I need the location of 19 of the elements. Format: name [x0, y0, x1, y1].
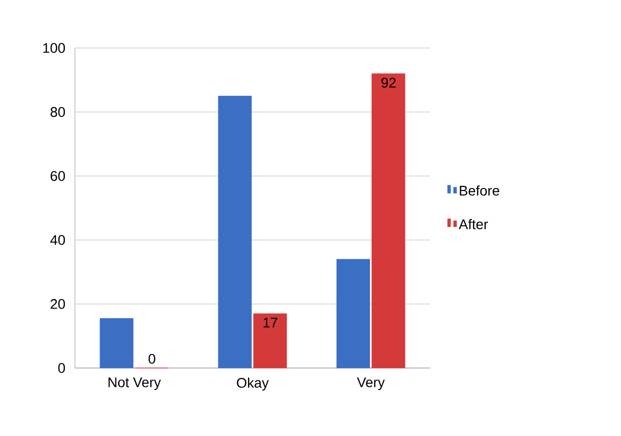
y-tick-label: 40	[50, 235, 65, 245]
data-label: 17	[264, 318, 278, 328]
x-tick-label: Okay	[236, 378, 269, 391]
legend-label: Before	[460, 185, 500, 196]
y-tick-label: 80	[50, 107, 65, 117]
bar	[336, 259, 370, 368]
legend-label: After	[458, 218, 488, 230]
data-label: 92	[381, 78, 396, 88]
bar	[372, 73, 406, 368]
y-tick-label: 100	[43, 43, 65, 53]
bar	[100, 318, 134, 368]
x-tick-label: Very	[356, 378, 385, 390]
y-tick-label: 60	[50, 171, 65, 181]
y-tick-label: 0	[58, 363, 65, 373]
x-tick-label: Not Very	[108, 378, 161, 390]
bar	[253, 313, 287, 368]
data-label: 0	[148, 354, 156, 364]
bar	[218, 96, 252, 368]
y-tick-label: 20	[50, 299, 65, 309]
